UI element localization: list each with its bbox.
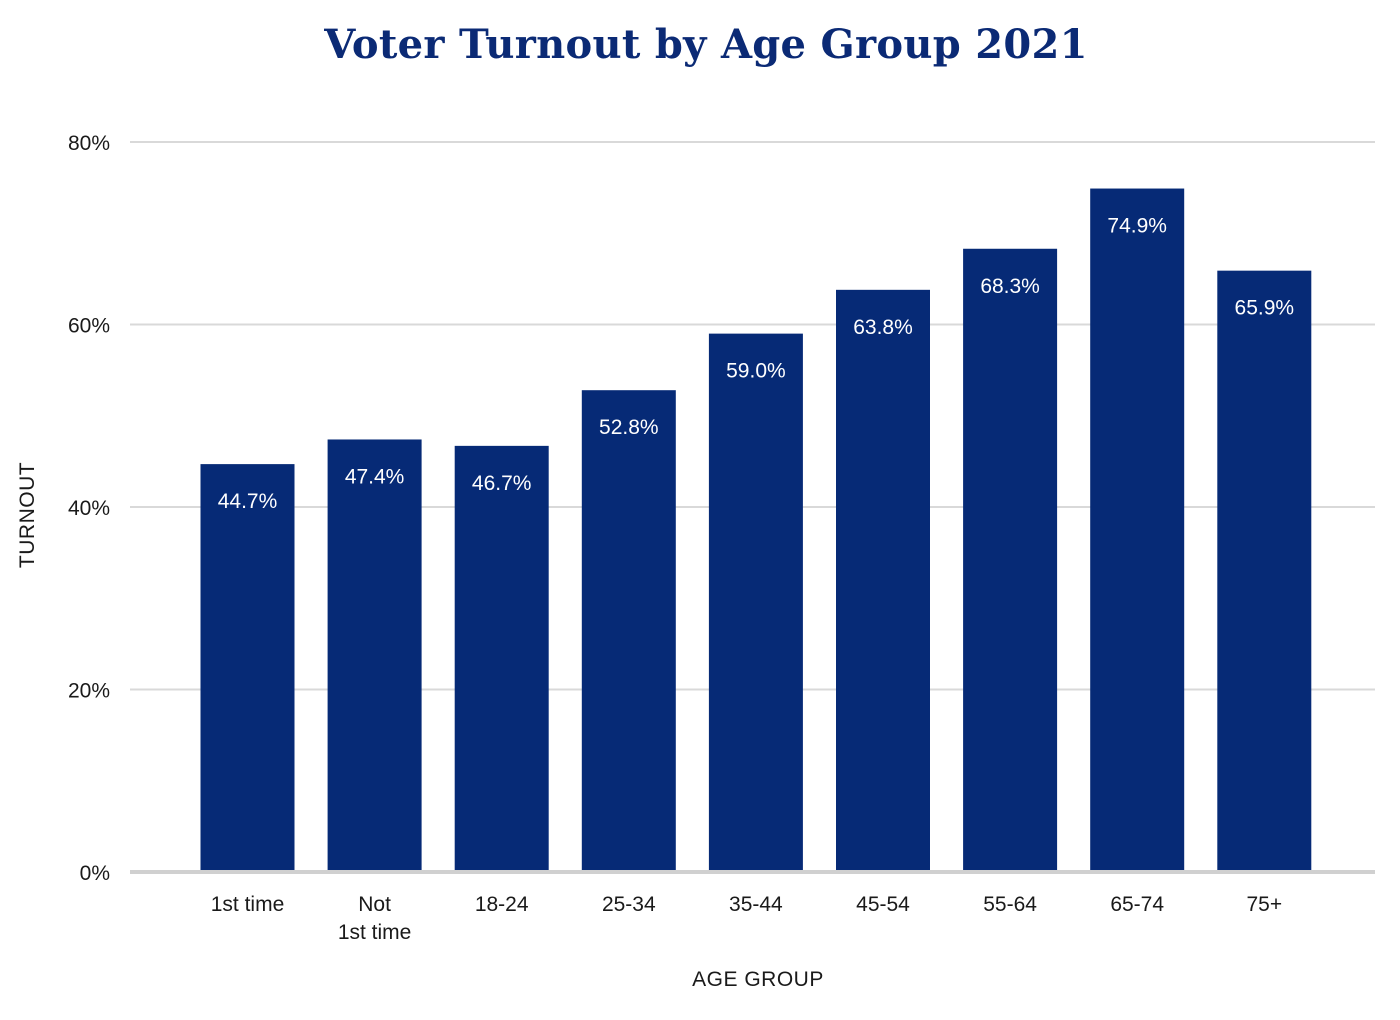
- bar-value-label: 59.0%: [726, 360, 786, 383]
- bar-value-label: 46.7%: [472, 472, 532, 495]
- x-axis-categories: 1st time Not 1st time 18-24 25-34 35-44 45-54 5…: [211, 893, 1282, 944]
- bar: [454, 445, 549, 872]
- bar-value-label: 44.7%: [218, 490, 278, 513]
- chart-title: Voter Turnout by Age Group 2021: [323, 21, 1088, 68]
- x-category-label: 45-54: [856, 893, 910, 916]
- bar-value-label: 68.3%: [980, 275, 1040, 298]
- x-category-label: 25-34: [602, 893, 656, 916]
- x-category-label: 18-24: [475, 893, 529, 916]
- bar-value-label: 74.9%: [1107, 215, 1167, 238]
- x-category-label: 55-64: [983, 893, 1037, 916]
- x-category-label: 75+: [1246, 893, 1282, 916]
- bar-value-label: 65.9%: [1235, 297, 1295, 320]
- bar: [1217, 270, 1312, 873]
- bar: [581, 390, 676, 872]
- bar: [963, 248, 1058, 872]
- x-category-label: 35-44: [729, 893, 783, 916]
- y-tick-label: 20%: [68, 680, 110, 703]
- bar: [836, 289, 930, 872]
- bar: [708, 333, 803, 872]
- bar: [327, 439, 422, 872]
- y-tick-label: 0%: [80, 862, 110, 885]
- y-tick-label: 40%: [68, 497, 110, 520]
- y-tick-label: 60%: [68, 315, 110, 338]
- x-axis-title: AGE GROUP: [692, 968, 824, 991]
- x-category-label: Not 1st time: [338, 893, 412, 944]
- y-tick-label: 80%: [68, 132, 110, 155]
- bar-value-label: 63.8%: [853, 316, 913, 339]
- bar-value-label: 52.8%: [599, 416, 659, 439]
- y-axis-ticks: 0% 20% 40% 60% 80%: [68, 132, 110, 885]
- x-category-label: 1st time: [211, 893, 285, 916]
- bar: [1090, 188, 1185, 873]
- x-category-label: 65-74: [1110, 893, 1164, 916]
- bars: 44.7% 47.4% 46.7% 52.8% 59.0% 63.8% 68.3% 74.9%…: [200, 188, 1312, 873]
- bar: [200, 464, 295, 872]
- bar-value-label: 47.4%: [345, 465, 405, 488]
- y-axis-title: TURNOUT: [16, 462, 39, 568]
